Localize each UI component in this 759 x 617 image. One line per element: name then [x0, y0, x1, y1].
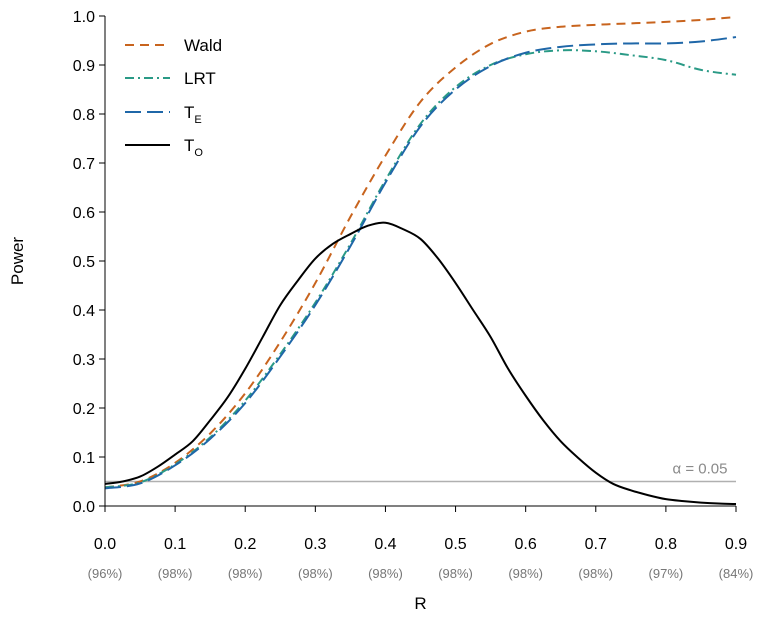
series-line-wald — [104, 15, 737, 489]
x-tick-label: 0.5 — [444, 536, 466, 553]
y-tick-label: 1.0 — [73, 9, 95, 26]
x-tick-sublabel: (98%) — [438, 566, 473, 581]
legend-label-subscript: O — [194, 147, 203, 159]
x-tick-label: 0.8 — [655, 536, 677, 553]
x-tick-sublabel: (98%) — [508, 566, 543, 581]
x-tick-sublabel: (96%) — [88, 566, 123, 581]
alpha-reference-label: α = 0.05 — [673, 461, 728, 478]
x-tick-sublabel: (98%) — [578, 566, 613, 581]
x-tick-label: 0.9 — [725, 536, 747, 553]
x-tick-sublabel: (98%) — [228, 566, 263, 581]
y-axis-title: Power — [8, 237, 27, 286]
y-tick-label: 0.6 — [73, 205, 95, 222]
x-tick-label: 0.0 — [94, 536, 116, 553]
x-tick-label: 0.3 — [304, 536, 326, 553]
x-tick-sublabel: (98%) — [298, 566, 333, 581]
legend: Wald LRT TE TO — [125, 36, 222, 159]
y-tick-label: 0.9 — [73, 58, 95, 75]
x-axis-title: R — [414, 594, 426, 613]
series-line-to — [104, 221, 737, 506]
y-tick-label: 0.0 — [73, 499, 95, 516]
x-tick-label: 0.7 — [585, 536, 607, 553]
y-tick-label: 0.1 — [73, 450, 95, 467]
series-group — [104, 15, 737, 506]
legend-label-te: TE — [184, 103, 202, 126]
y-tick-label: 0.5 — [73, 254, 95, 271]
x-tick-sublabel: (98%) — [368, 566, 403, 581]
y-tick-label: 0.2 — [73, 401, 95, 418]
legend-label-wald: Wald — [184, 36, 222, 55]
x-tick-label: 0.2 — [234, 536, 256, 553]
legend-label-subscript: E — [194, 114, 201, 126]
legend-label-to: TO — [184, 136, 203, 159]
y-tick-label: 0.7 — [73, 156, 95, 173]
x-tick-label: 0.6 — [515, 536, 537, 553]
reference-line-group: α = 0.05 — [105, 461, 736, 483]
x-tick-sublabel: (97%) — [649, 566, 684, 581]
y-tick-label: 0.4 — [73, 303, 95, 320]
x-tick-sublabel: (98%) — [158, 566, 193, 581]
axes-group: 0.0 0.1 0.2 0.3 0.4 0.5 0.6 0.7 0.8 0.9 1.0 0.0 (96%… — [73, 9, 754, 581]
y-tick-label: 0.3 — [73, 352, 95, 369]
series-line-te — [104, 36, 737, 490]
x-tick-label: 0.1 — [164, 536, 186, 553]
legend-label-lrt: LRT — [184, 69, 216, 88]
x-tick-label: 0.4 — [374, 536, 396, 553]
x-tick-sublabel: (84%) — [719, 566, 754, 581]
series-line-lrt — [104, 49, 737, 489]
y-tick-label: 0.8 — [73, 107, 95, 124]
